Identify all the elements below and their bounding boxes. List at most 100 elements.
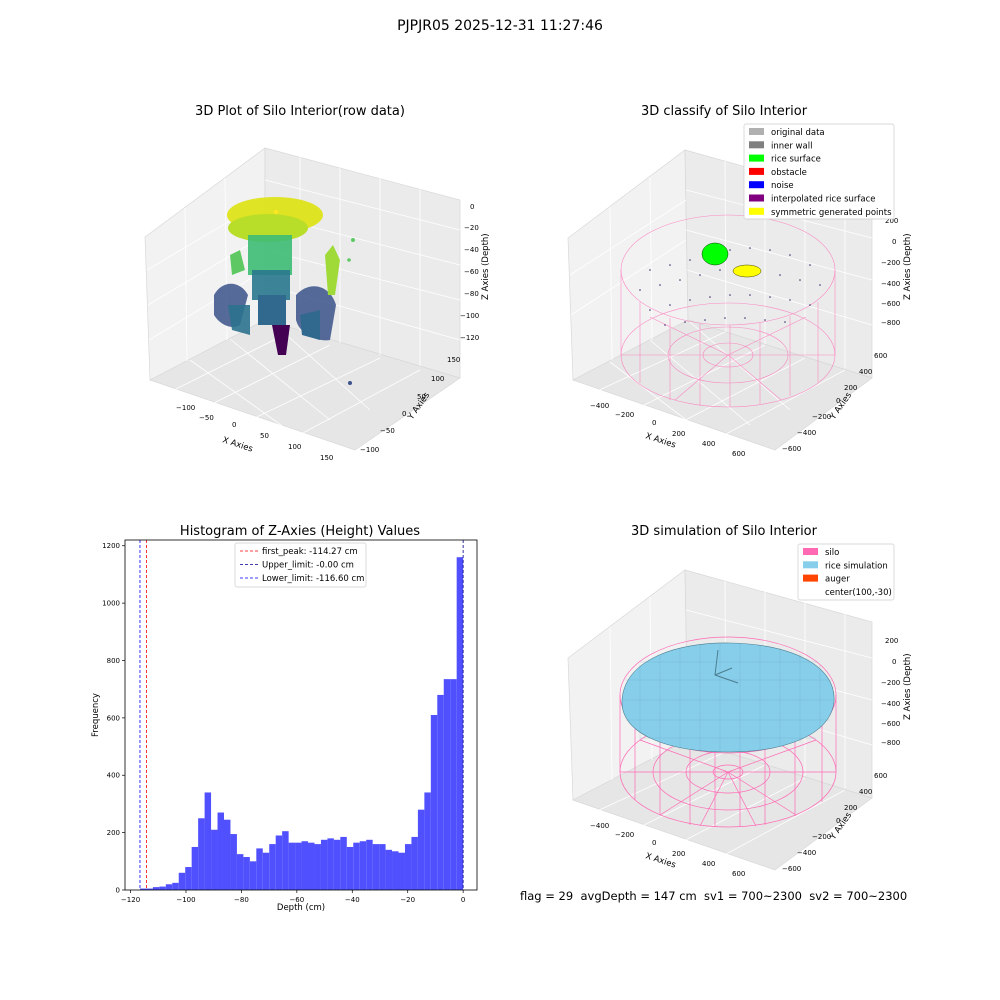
histogram-bar	[437, 694, 444, 890]
simulation-xtick: 400	[702, 860, 715, 868]
histogram-bar	[243, 857, 250, 890]
simulation-ytick: 200	[844, 804, 857, 812]
classify-ytick: −400	[797, 429, 816, 437]
raw-ytick: −50	[380, 427, 395, 435]
histogram-bar	[236, 854, 244, 890]
histogram-bar	[295, 842, 302, 890]
classify-xtick: 600	[732, 450, 745, 458]
histogram-xlabel: Depth (cm)	[277, 903, 325, 913]
simulation-xtick: −200	[615, 831, 634, 839]
raw-ytick: 150	[447, 356, 460, 364]
histogram-bar	[450, 679, 457, 890]
classify-legend-swatch	[749, 128, 764, 135]
classify-legend-swatch	[749, 207, 764, 215]
classify-legend-swatch	[749, 141, 764, 149]
histogram-bar	[333, 839, 341, 890]
histogram-legend-label: first_peak: -114.27 cm	[262, 547, 358, 557]
classify-legend-label: interpolated rice surface	[771, 195, 876, 205]
simulation-ytick: −400	[797, 849, 816, 857]
classify-ytick: 0	[836, 397, 840, 405]
histogram-ytick-label: 400	[107, 772, 120, 780]
status-footer: flag = 29 avgDepth = 147 cm sv1 = 700~23…	[520, 889, 908, 903]
classify-xtick: 0	[652, 419, 656, 427]
simulation-legend-swatch	[803, 561, 818, 569]
raw-x-ticks: −100 −50 0 50 100 150	[176, 404, 333, 462]
classify-ztick: 200	[885, 217, 898, 225]
simulation-ytick: 0	[836, 817, 840, 825]
raw-ztick: −100	[460, 312, 479, 320]
histogram-frame	[124, 539, 478, 891]
simulation-legend-swatch	[803, 548, 818, 555]
classify-legend-label: original data	[771, 128, 825, 138]
simulation-legend-label: auger	[825, 575, 850, 585]
raw-xlabel: X Axies	[221, 435, 254, 454]
simulation-3d-plot: −400 −200 0 200 400 600 X Axies 600 400 …	[567, 543, 913, 878]
histogram-bar	[327, 838, 334, 890]
histogram-bar	[282, 831, 289, 890]
classify-ytick: −600	[782, 445, 801, 453]
histogram-bar	[385, 849, 393, 890]
classify-ztick: −200	[881, 259, 900, 267]
classify-legend: original data inner wall rice surface obsta…	[743, 123, 895, 220]
raw-ztick: −120	[460, 334, 479, 342]
classify-plot-title: 3D classify of Silo Interior	[640, 104, 808, 119]
histogram-bar	[430, 715, 438, 890]
histogram-bar	[359, 841, 367, 890]
histogram-bar	[308, 842, 315, 890]
histogram-ytick-label: 1200	[102, 542, 120, 550]
histogram-bar	[152, 887, 160, 890]
raw-grid	[146, 157, 461, 441]
raw-xtick: 150	[320, 454, 333, 462]
simulation-legend-label: silo	[825, 548, 839, 558]
raw-ztick: −40	[464, 246, 479, 254]
histogram-title: Histogram of Z-Axies (Height) Values	[179, 524, 421, 539]
histogram-bar	[204, 792, 212, 890]
simulation-ytick: −200	[812, 833, 831, 841]
histogram-bar	[372, 844, 380, 890]
classify-ytick: 200	[844, 384, 857, 392]
simulation-ytick: −600	[782, 865, 801, 873]
raw-ztick: −60	[464, 268, 479, 276]
simulation-legend: silo rice simulation auger center(100,-30)	[797, 543, 895, 601]
histogram-bar	[379, 844, 386, 890]
classify-rice-surface-points	[701, 242, 729, 266]
raw-zlabel: Z Axies (Depth)	[481, 233, 491, 300]
simulation-xtick: 200	[672, 850, 685, 858]
histogram-bar	[146, 888, 153, 890]
histogram-ytick-label: 800	[107, 657, 120, 665]
histogram-ytick-label: 600	[107, 714, 120, 722]
classify-legend-label: rice surface	[771, 155, 821, 165]
classify-legend-label: symmetric generated points	[771, 208, 892, 218]
histogram-bar	[230, 834, 237, 890]
simulation-ztick: −600	[881, 720, 900, 728]
histogram-bar	[139, 888, 147, 890]
classify-legend-swatch	[749, 154, 764, 162]
histogram-legend-label: Lower_limit: -116.60 cm	[262, 574, 364, 584]
histogram-legend-label: Upper_limit: -0.00 cm	[262, 561, 354, 571]
classify-y-ticks: 600 400 200 0 −200 −400 −600	[782, 352, 887, 453]
classify-legend-swatch	[749, 181, 764, 189]
classify-legend-label: noise	[771, 181, 794, 191]
histogram-bar	[443, 679, 451, 890]
histogram-bar	[269, 844, 276, 890]
simulation-ytick: 400	[859, 788, 872, 796]
simulation-ytick: 600	[874, 772, 887, 780]
classify-ytick: −200	[812, 413, 831, 421]
histogram-xtick-label: −120	[121, 896, 140, 904]
raw-ytick: 0	[402, 410, 406, 418]
simulation-legend-label: center(100,-30)	[825, 588, 892, 598]
classify-xtick: −400	[590, 402, 609, 410]
classify-symmetric-points	[732, 264, 762, 278]
raw-3d-plot: −100 −50 0 50 100 150 X Axies 150 100 50…	[144, 147, 491, 462]
histogram-bar	[314, 844, 321, 890]
histogram-bar	[366, 839, 373, 890]
classify-legend-label: inner wall	[771, 141, 812, 151]
simulation-y-ticks: 600 400 200 0 −200 −400 −600	[782, 772, 887, 873]
histogram-bar	[301, 841, 309, 890]
histogram-bar	[404, 844, 412, 890]
classify-z-ticks: 200 0 −200 −400 −600 −800	[881, 217, 900, 327]
classify-ytick: 600	[874, 352, 887, 360]
histogram-xtick-label: −60	[289, 896, 304, 904]
raw-xtick: 0	[232, 421, 236, 429]
raw-point-cloud	[214, 197, 355, 385]
